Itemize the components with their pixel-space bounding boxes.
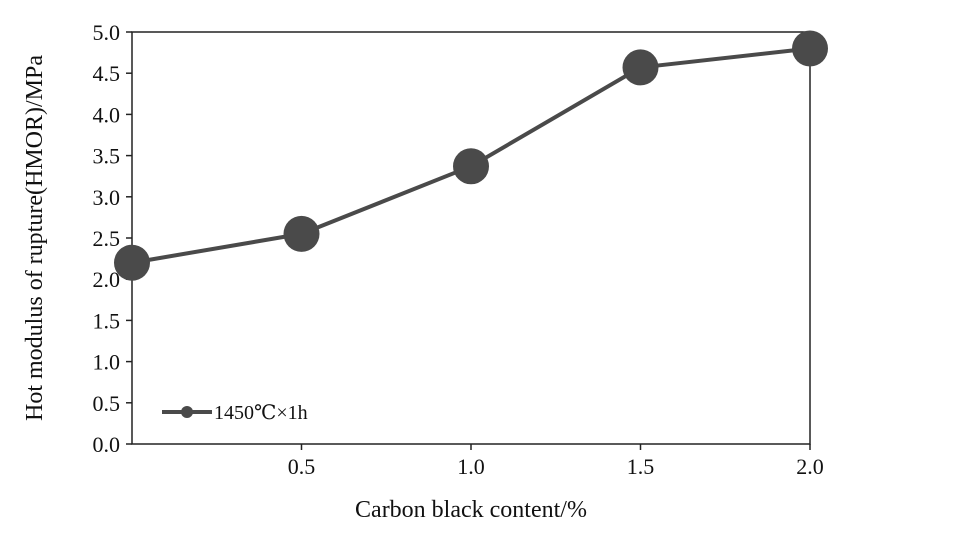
series-layer [114,30,828,281]
x-tick-label: 0.5 [288,454,316,479]
legend-marker [181,406,193,418]
y-tick-label: 0.0 [93,432,121,457]
y-tick-label: 2.5 [93,226,121,251]
x-tick-label: 1.5 [627,454,655,479]
x-tick-label: 1.0 [457,454,485,479]
data-point [453,148,489,185]
y-tick-label: 1.0 [93,350,121,375]
y-tick-label: 3.0 [93,185,121,210]
y-tick-label: 5.0 [93,20,121,45]
y-tick-label: 3.5 [93,144,121,169]
x-tick-label: 2.0 [796,454,824,479]
y-tick-label: 2.0 [93,267,121,292]
x-axis-ticks: 0.5 1.0 1.5 2.0 [288,444,824,479]
y-tick-label: 1.5 [93,308,121,333]
plot-frame [131,31,811,445]
y-tick-label: 0.5 [93,391,121,416]
y-tick-label: 4.0 [93,102,121,127]
legend-label: 1450℃×1h [214,402,308,424]
data-point [622,49,659,86]
data-point [792,30,828,67]
y-tick-label: 4.5 [93,61,121,86]
y-axis-title: Hot modulus of rupture(HMOR)/MPa [22,55,48,421]
legend: 1450℃×1h [162,402,308,424]
y-axis-ticks: 0.0 0.5 1.0 1.5 2.0 2.5 3.0 3.5 4.0 4.5 5.0 [93,20,132,457]
data-point [114,244,150,281]
x-axis-title: Carbon black content/% [355,497,587,523]
data-point [283,215,320,252]
